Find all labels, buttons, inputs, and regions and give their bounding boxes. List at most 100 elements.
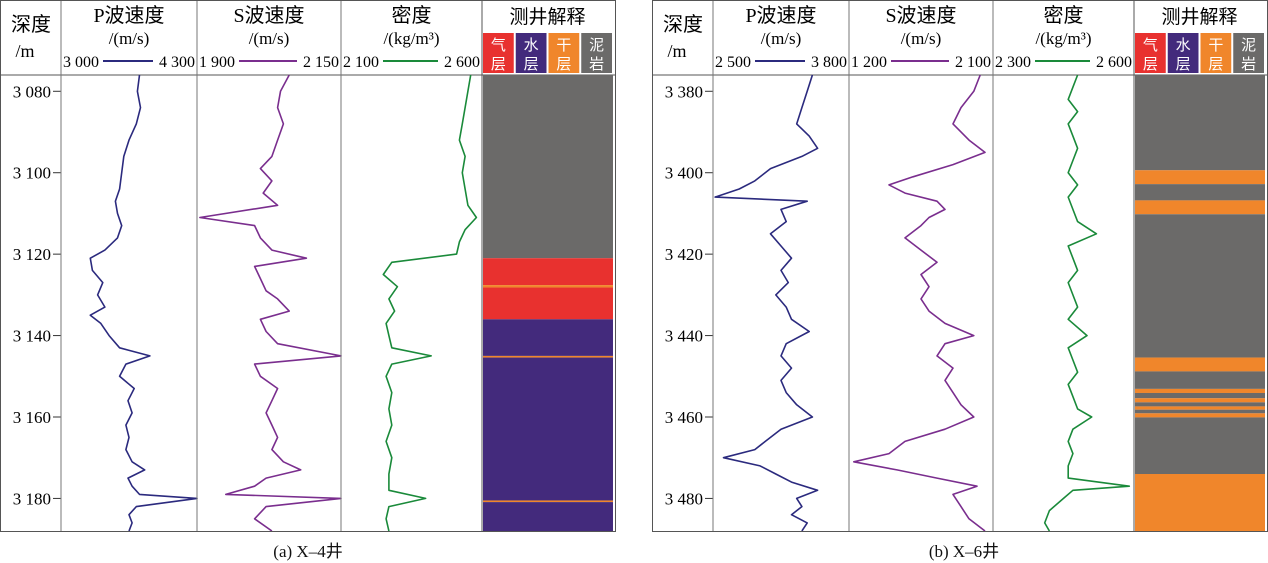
- interp-layer-shale: [1135, 392, 1265, 399]
- track-max-label-s: 2 100: [955, 54, 991, 71]
- caption-x4: (a) X–4井: [273, 542, 343, 561]
- track-title-s: S波速度: [885, 4, 956, 27]
- depth-tick-label: 3 100: [13, 164, 51, 183]
- interp-layer-dry: [483, 500, 613, 503]
- legend-label-shale: 泥: [589, 37, 604, 54]
- interp-title: 测井解释: [1161, 6, 1237, 28]
- legend-label-shale: 岩: [1241, 56, 1256, 73]
- legend-label-dry: 层: [556, 57, 571, 73]
- legend-label-water: 层: [524, 57, 539, 73]
- track-title-p: P波速度: [745, 4, 816, 27]
- legend-swatch-dry: [548, 33, 580, 73]
- track-title-rho: 密度: [392, 4, 432, 27]
- depth-tick-label: 3 140: [13, 327, 51, 346]
- depth-tick-label: 3 120: [13, 245, 51, 264]
- depth-tick-label: 3 420: [665, 245, 703, 264]
- interp-layer-water: [483, 502, 613, 531]
- depth-tick-label: 3 460: [665, 408, 703, 427]
- well-log-chart-x4: 深度/m 3 080 3 100 3 120 3 140 3 160 3 180 P波速度 /(…: [1, 1, 615, 532]
- interp-layer-dry: [1135, 388, 1265, 393]
- track-title-s: S波速度: [233, 4, 304, 27]
- track-min-label-rho: 2 300: [995, 54, 1031, 71]
- interp-layer-dry: [1135, 413, 1265, 418]
- curve-s: [199, 74, 342, 532]
- depth-tick-label: 3 160: [13, 408, 51, 427]
- interp-layer-water: [483, 357, 613, 501]
- legend-swatch-water: [515, 33, 547, 73]
- interp-layer-dry: [483, 285, 613, 288]
- well-panel-x6: 深度/m 3 380 3 400 3 420 3 440 3 460 3 480 P波速度 /(…: [652, 0, 1268, 532]
- legend-swatch-shale: [581, 33, 612, 73]
- interp-layer-dry: [1135, 474, 1265, 531]
- depth-unit: /m: [15, 41, 34, 61]
- track-min-label-s: 1 200: [851, 54, 887, 71]
- legend-label-water: 水: [1176, 37, 1191, 54]
- interp-layer-shale: [1135, 184, 1265, 201]
- track-title-rho: 密度: [1044, 4, 1084, 27]
- interp-title: 测井解释: [509, 6, 585, 28]
- depth-tick-label: 3 380: [665, 82, 703, 101]
- depth-unit: /m: [667, 41, 686, 61]
- depth-tick-label: 3 180: [13, 489, 51, 508]
- track-unit-rho: /(kg/m³): [383, 29, 439, 48]
- interp-layer-dry: [1135, 406, 1265, 410]
- track-max-label-p: 4 300: [159, 54, 195, 71]
- depth-header: 深度: [663, 13, 703, 36]
- track-unit-p: /(m/s): [761, 29, 802, 48]
- depth-tick-label: 3 480: [665, 489, 703, 508]
- track-min-label-s: 1 900: [199, 54, 235, 71]
- track-unit-s: /(m/s): [249, 29, 290, 48]
- track-max-label-rho: 2 600: [1096, 54, 1132, 71]
- track-min-label-p: 2 500: [715, 54, 751, 71]
- interp-layer-shale: [1135, 75, 1265, 171]
- legend-label-water: 层: [1176, 57, 1191, 73]
- legend-label-gas: 气: [491, 37, 506, 54]
- legend-swatch-dry: [1200, 33, 1232, 73]
- track-unit-s: /(m/s): [901, 29, 942, 48]
- legend-swatch-gas: [483, 33, 514, 73]
- interp-layer-dry: [1135, 398, 1265, 403]
- track-max-label-s: 2 150: [303, 54, 339, 71]
- interp-layer-shale: [1135, 214, 1265, 358]
- interp-layer-dry: [1135, 170, 1265, 185]
- interp-layer-dry: [1135, 357, 1265, 372]
- legend-label-dry: 干: [1208, 38, 1223, 54]
- track-min-label-rho: 2 100: [343, 54, 379, 71]
- interp-layer-dry: [483, 355, 613, 358]
- legend-swatch-shale: [1233, 33, 1264, 73]
- interp-layer-gas: [483, 287, 613, 320]
- legend-label-gas: 层: [491, 57, 506, 73]
- curve-p: [89, 74, 198, 532]
- legend-label-dry: 干: [556, 38, 571, 54]
- curve-p: [714, 74, 819, 532]
- interp-layer-water: [483, 319, 613, 356]
- track-max-label-p: 3 800: [811, 54, 847, 71]
- depth-header: 深度: [11, 13, 51, 36]
- curve-rho: [1043, 74, 1131, 532]
- legend-swatch-water: [1167, 33, 1199, 73]
- track-title-p: P波速度: [93, 4, 164, 27]
- interp-layer-gas: [483, 258, 613, 286]
- interp-layer-shale: [1135, 417, 1265, 474]
- legend-label-shale: 泥: [1241, 37, 1256, 54]
- interp-layer-shale: [1135, 409, 1265, 414]
- legend-label-gas: 气: [1143, 37, 1158, 54]
- interp-layer-dry: [1135, 200, 1265, 215]
- curve-s: [853, 74, 986, 532]
- interp-layer-shale: [1135, 371, 1265, 389]
- legend-label-gas: 层: [1143, 57, 1158, 73]
- depth-tick-label: 3 440: [665, 327, 703, 346]
- legend-label-dry: 层: [1208, 57, 1223, 73]
- track-unit-p: /(m/s): [109, 29, 150, 48]
- well-log-chart-x6: 深度/m 3 380 3 400 3 420 3 440 3 460 3 480 P波速度 /(…: [653, 1, 1267, 532]
- interp-layer-shale: [483, 75, 613, 259]
- depth-tick-label: 3 400: [665, 164, 703, 183]
- caption-x6: (b) X–6井: [928, 542, 1000, 561]
- depth-tick-label: 3 080: [13, 82, 51, 101]
- track-unit-rho: /(kg/m³): [1035, 29, 1091, 48]
- track-min-label-p: 3 000: [63, 54, 99, 71]
- legend-label-water: 水: [524, 37, 539, 54]
- legend-swatch-gas: [1135, 33, 1166, 73]
- interp-layer-shale: [1135, 402, 1265, 407]
- track-max-label-rho: 2 600: [444, 54, 480, 71]
